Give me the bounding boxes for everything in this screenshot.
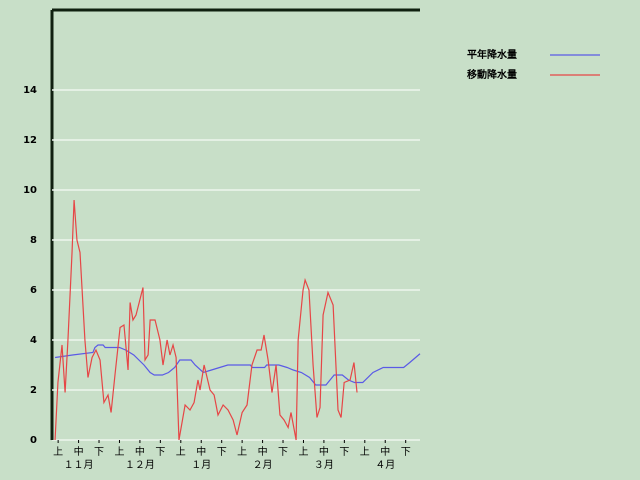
- x-tick-label: 上: [53, 446, 63, 458]
- x-tick-label: 中: [380, 445, 390, 458]
- x-tick-label: 中: [74, 445, 84, 458]
- month-label: ２月: [253, 459, 273, 471]
- month-label: １月: [191, 459, 211, 471]
- y-tick-label: 6: [30, 285, 37, 296]
- y-tick-label: 8: [30, 235, 37, 246]
- x-tick-label: 上: [114, 446, 124, 458]
- x-tick-label: 上: [360, 446, 370, 458]
- y-tick-label: 12: [23, 135, 37, 146]
- x-tick-label: 下: [94, 447, 104, 458]
- month-label: ４月: [375, 459, 395, 471]
- legend-label: 平年降水量: [467, 48, 517, 61]
- month-label: ３月: [314, 459, 334, 471]
- month-label: １１月: [64, 459, 94, 471]
- month-label: １２月: [125, 459, 155, 471]
- x-tick-label: 上: [176, 446, 186, 458]
- x-tick-label: 中: [319, 445, 329, 458]
- series-line: [54, 199, 358, 441]
- legend-label: 移動降水量: [467, 68, 517, 81]
- y-tick-label: 2: [30, 385, 37, 396]
- x-tick-label: 下: [217, 447, 227, 458]
- y-tick-label: 0: [30, 435, 37, 446]
- x-tick-label: 上: [298, 446, 308, 458]
- x-tick-label: 下: [278, 447, 288, 458]
- x-tick-label: 中: [196, 445, 206, 458]
- y-tick-label: 4: [30, 335, 37, 346]
- y-tick-label: 10: [23, 185, 37, 196]
- x-tick-label: 中: [135, 445, 145, 458]
- x-tick-label: 中: [258, 445, 268, 458]
- x-tick-label: 下: [155, 447, 165, 458]
- x-tick-label: 上: [237, 446, 247, 458]
- series-line: [54, 344, 421, 386]
- x-tick-label: 下: [401, 447, 411, 458]
- y-tick-label: 14: [23, 85, 37, 96]
- x-tick-label: 下: [339, 447, 349, 458]
